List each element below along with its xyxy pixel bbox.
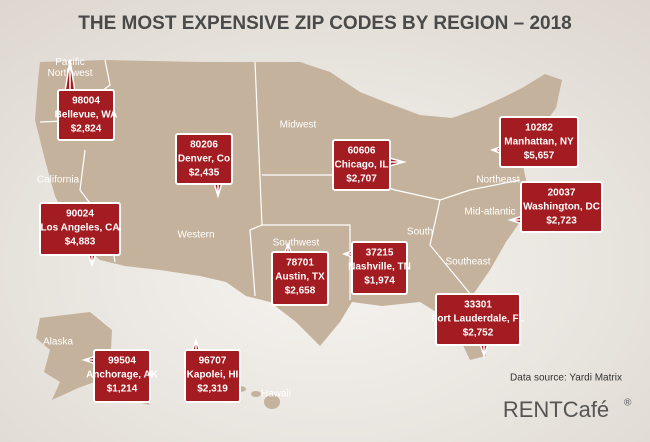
callout-city: Denver, Co: [178, 154, 230, 165]
callout-city: Kapolei, HI: [187, 370, 239, 381]
callout: 37215 Nashville, TN $1,974: [341, 241, 411, 295]
callout-rent: $2,658: [285, 286, 316, 297]
callout: 96707 Kapolei, HI $2,319: [184, 337, 241, 403]
callout-zip: 80206: [190, 140, 218, 151]
logo: RENTCafé: [503, 397, 609, 422]
border: [262, 174, 471, 201]
callout-rent: $2,824: [71, 124, 102, 135]
callout-zip: 96707: [199, 356, 227, 367]
region-label: Western: [177, 230, 214, 241]
region-label: Alaska: [43, 337, 73, 348]
callout-zip: 37215: [366, 248, 394, 259]
callout-zip: 60606: [348, 146, 376, 157]
callout-city: Anchorage, AK: [86, 370, 159, 381]
callout-zip: 90024: [66, 209, 94, 220]
callout-rent: $2,707: [346, 174, 377, 185]
callout-rent: $4,883: [65, 237, 96, 248]
callout: 80206 Denver, Co $2,435: [175, 133, 233, 199]
region-label: South: [407, 227, 433, 238]
callout-zip: 78701: [286, 258, 314, 269]
callout: 90024 Los Angeles, CA $4,883: [39, 202, 121, 268]
border: [469, 179, 521, 191]
border: [262, 224, 351, 300]
callout-city: Bellevue, WA: [55, 110, 118, 121]
callout: 20037 Washington, DC $2,723: [507, 181, 603, 233]
border: [429, 199, 473, 297]
callout-city: Washington, DC: [523, 202, 600, 213]
callout-rent: $5,657: [524, 151, 555, 162]
callout-zip: 99504: [108, 356, 136, 367]
us-mainland: [35, 60, 562, 360]
callout-box: [184, 349, 241, 403]
callout-box: [332, 139, 391, 191]
callout: 78701 Austin, TX $2,658: [271, 241, 329, 306]
callout-box: [39, 202, 121, 256]
callout-city: Los Angeles, CA: [40, 223, 119, 234]
region-label: Mid-atlantic: [464, 207, 515, 218]
title: THE MOST EXPENSIVE ZIP CODES BY REGION –…: [78, 13, 571, 34]
callout: 98004 Bellevue, WA $2,824: [55, 59, 118, 141]
callout-box: [175, 133, 233, 185]
callout-city: Chicago, IL: [335, 160, 389, 171]
callout: 10282 Manhattan, NY $5,657: [489, 116, 579, 168]
region-label: Northeast: [476, 175, 520, 186]
callout: 60606 Chicago, IL $2,707: [332, 139, 407, 191]
callout-rent: $2,319: [197, 384, 228, 395]
callout-zip: 98004: [72, 96, 100, 107]
region-label: Southeast: [445, 257, 490, 268]
callout-city: Austin, TX: [275, 272, 325, 283]
callout-box: [57, 89, 115, 141]
callout-zip: 20037: [548, 188, 576, 199]
callout-zip: 33301: [464, 300, 492, 311]
region-label: Midwest: [280, 120, 317, 131]
callout: 33301 Fort Lauderdale, FL $2,752: [431, 293, 525, 359]
callout-zip: 10282: [525, 123, 553, 134]
callout-box: [351, 241, 408, 295]
logo-mark: ®: [624, 398, 632, 409]
callout-box: [435, 293, 521, 346]
border: [249, 61, 263, 297]
region-label: Southwest: [273, 238, 320, 249]
callout-rent: $2,435: [189, 168, 220, 179]
callout-box: [499, 116, 579, 168]
callout: 99504 Anchorage, AK $1,214: [81, 349, 159, 403]
callout-rent: $1,214: [107, 384, 138, 395]
callout-city: Manhattan, NY: [504, 137, 574, 148]
callout-box: [520, 181, 603, 233]
region-label: California: [37, 175, 80, 186]
region-label: Hawaii: [261, 389, 291, 400]
callout-box: [271, 251, 329, 306]
callout-rent: $2,723: [546, 216, 577, 227]
callout-city: Fort Lauderdale, FL: [431, 314, 524, 325]
hawaii-island: [251, 391, 261, 397]
callout-box: [93, 349, 151, 403]
source: Data source: Yardi Matrix: [510, 373, 622, 384]
callout-rent: $2,752: [463, 328, 494, 339]
callout-rent: $1,974: [364, 276, 395, 287]
callout-city: Nashville, TN: [348, 262, 411, 273]
hawaii-island: [264, 395, 280, 409]
